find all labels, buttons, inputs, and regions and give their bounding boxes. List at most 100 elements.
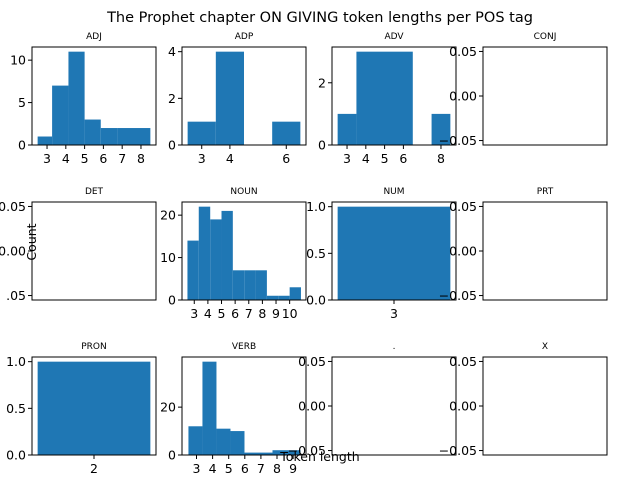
subplot-title: NOUN [230, 187, 257, 197]
y-tick-label: 0.5 [6, 401, 26, 416]
y-tick-label: 0.00 [0, 244, 26, 259]
x-tick-label: 3 [43, 151, 51, 166]
histogram-bar [255, 270, 267, 300]
subplot-title: X [542, 342, 548, 352]
histogram-bar [356, 51, 413, 145]
y-axis-label: Count [24, 223, 39, 260]
axes-frame [482, 201, 608, 301]
axes-frame [181, 46, 307, 146]
histogram-bar [232, 270, 245, 300]
histogram-bar [244, 452, 259, 455]
subplot-title: PRON [81, 342, 107, 352]
subplot-title: DET [85, 187, 104, 197]
x-tick-label: 10 [282, 306, 298, 321]
x-tick-label: 4 [204, 306, 212, 321]
x-tick-label: 6 [399, 151, 407, 166]
x-tick-label: 6 [231, 306, 239, 321]
y-tick-label: 0.05 [449, 354, 477, 369]
y-tick-label: .05 [6, 288, 26, 303]
y-tick-label: 0.00 [298, 399, 326, 414]
x-tick-label: 9 [272, 306, 280, 321]
y-tick-label: 0.5 [306, 246, 326, 261]
subplot-title: VERB [232, 342, 256, 352]
y-tick-label: 5 [18, 95, 26, 110]
subplot-conj: CONJ −0.05 0.00 0.05 [439, 32, 608, 148]
y-tick-label: 0 [168, 138, 176, 153]
x-tick-label: 3 [190, 306, 198, 321]
x-tick-label: 9 [289, 461, 297, 476]
y-tick-label: 0.05 [0, 199, 26, 214]
y-tick-label: 0.00 [449, 244, 477, 259]
subplot-title: PRT [537, 187, 554, 197]
histogram-bar [286, 450, 301, 455]
x-tick-label: 3 [198, 151, 206, 166]
histogram-bar [215, 51, 244, 145]
axes-frame [482, 356, 608, 456]
chart-title: The Prophet chapter ON GIVING token leng… [106, 10, 533, 26]
axes-frame [181, 201, 307, 301]
x-tick-label: 5 [218, 306, 226, 321]
subplot-title: ADV [384, 32, 404, 42]
subplot-title: . [393, 342, 396, 352]
histogram-bar [198, 206, 211, 300]
histogram-bar [244, 270, 256, 300]
histogram-bar [431, 113, 451, 145]
subplot-pron: PRON 2 0.0 0.5 1.0 [6, 342, 157, 476]
y-tick-label: −0.05 [439, 443, 477, 458]
axes-frame [31, 201, 157, 301]
subplot-title: ADP [235, 32, 254, 42]
histogram-bar [230, 431, 245, 455]
y-tick-label: −0.05 [439, 133, 477, 148]
axes-frame [331, 356, 457, 456]
subplot-adp: ADP 3 4 6 0 2 4 [168, 32, 307, 166]
axes-frame [331, 46, 457, 146]
histogram-bar [37, 361, 151, 455]
x-tick-label: 2 [90, 461, 98, 476]
subplot-punct: . −0.05 0.00 0.05 [288, 342, 457, 458]
histogram-bar [100, 128, 118, 145]
histogram-bar [278, 295, 290, 300]
histogram-bar [37, 136, 53, 145]
histogram-bar [266, 295, 279, 300]
y-tick-label: 0.00 [449, 399, 477, 414]
subplot-x: X −0.05 0.00 0.05 [439, 342, 608, 458]
axes-frame [482, 46, 608, 146]
histogram-bar [221, 210, 233, 300]
x-tick-label: 5 [81, 151, 89, 166]
y-tick-label: 4 [168, 44, 176, 59]
subplot-prt: PRT −0.05 0.00 0.05 [439, 187, 608, 303]
x-tick-label: 3 [390, 306, 398, 321]
y-tick-label: 0.05 [449, 44, 477, 59]
x-tick-label: 8 [137, 151, 145, 166]
y-tick-label: 20 [160, 208, 176, 223]
subplot-num: NUM 3 0.0 0.5 1.0 [306, 187, 457, 321]
subplot-det: DET .05 0.00 0.05 [0, 187, 157, 303]
subplot-verb: VERB 3 4 5 6 7 8 9 0 20 [160, 342, 307, 476]
y-tick-label: 0 [318, 138, 326, 153]
histogram-bar [258, 452, 273, 455]
x-tick-label: 4 [209, 461, 217, 476]
y-tick-label: 10 [10, 53, 26, 68]
y-tick-label: 0 [18, 138, 26, 153]
histogram-bar [84, 119, 101, 145]
x-tick-label: 8 [258, 306, 266, 321]
y-tick-label: 2 [318, 75, 326, 90]
histogram-bar [337, 206, 451, 300]
x-axis-label: Token length [279, 449, 359, 464]
y-tick-label: 0.0 [6, 448, 26, 463]
x-tick-label: 3 [193, 461, 201, 476]
x-tick-label: 4 [226, 151, 234, 166]
x-tick-label: 6 [99, 151, 107, 166]
x-tick-label: 6 [241, 461, 249, 476]
y-tick-label: 0.0 [306, 293, 326, 308]
y-tick-label: 0.05 [298, 354, 326, 369]
y-tick-label: 10 [160, 250, 176, 265]
histogram-bar [216, 428, 231, 455]
histogram-bar [272, 450, 287, 455]
y-tick-label: 1.0 [6, 354, 26, 369]
x-tick-label: 6 [282, 151, 290, 166]
subplot-title: CONJ [534, 32, 557, 42]
x-tick-label: 4 [62, 151, 70, 166]
